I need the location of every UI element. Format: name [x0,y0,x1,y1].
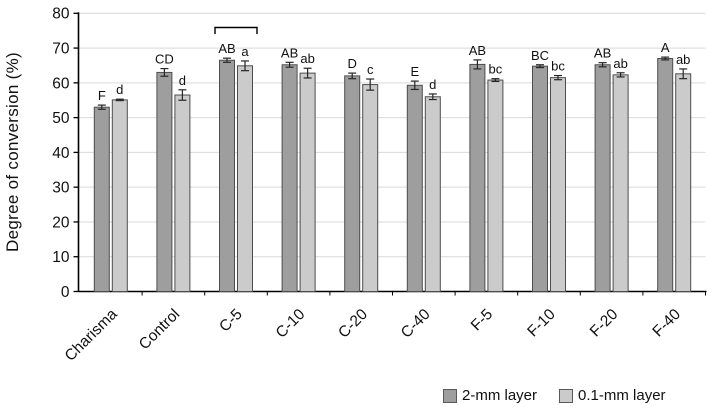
bar-2mm-layer [219,59,235,293]
bar-2mm-layer [281,64,298,292]
legend-label-2mm: 2-mm layer [462,387,538,404]
bar-2mm-layer [532,65,548,292]
y-axis-tick-label: 50 [52,110,70,127]
significance-letter: d [429,77,436,92]
bar-2mm-layer [93,106,110,292]
y-axis-tick-label: 10 [52,249,70,266]
bar-01mm-layer [174,94,191,292]
x-category-label: F-40 [649,306,684,341]
bar-2mm-layer [594,64,611,292]
y-axis-tick-label: 40 [52,145,70,162]
x-category-label: F-10 [524,306,559,341]
significance-letter: AB [594,46,611,61]
significance-letter: ab [676,52,690,67]
significance-letter: ab [300,51,314,66]
significance-letter: bc [551,59,565,74]
bar-2mm-layer [469,63,486,292]
legend-swatch-2mm-icon [443,388,457,403]
bar-01mm-layer [675,73,692,292]
significance-letter: E [410,64,419,79]
significance-letter: BC [531,48,549,63]
x-category-label: F-5 [468,306,496,334]
significance-letter: bc [489,62,503,77]
legend-item-2mm: 2-mm layer [443,387,537,404]
x-category-label: Control [136,306,183,353]
legend-label-01mm: 0.1-mm layer [578,387,666,404]
bar-01mm-layer [612,74,629,293]
bar-01mm-layer [111,99,128,292]
bar-01mm-layer [487,79,504,293]
legend-swatch-01mm-icon [559,388,574,403]
x-category-label: C-5 [216,306,246,336]
chart-legend: 2-mm layer 0.1-mm layer [443,387,666,404]
x-category-label: Charisma [62,306,121,365]
significance-letter: D [348,56,357,71]
bar-01mm-layer [550,77,566,293]
bar-2mm-layer [156,71,173,293]
bar-2mm-layer [344,75,361,292]
significance-letter: d [116,82,123,97]
significance-letter: AB [469,43,486,58]
significance-bracket [214,26,258,34]
x-category-label: C-40 [398,306,434,342]
significance-letter: AB [281,45,298,60]
significance-letter: A [661,40,670,55]
y-axis-tick-label: 30 [52,180,70,197]
y-axis-tick-label: 0 [61,284,70,301]
bar-01mm-layer [299,72,316,292]
bar-01mm-layer [237,65,253,292]
y-axis-tick-label: 60 [52,75,70,92]
x-category-label: F-20 [587,306,622,341]
significance-letter: AB [218,41,235,56]
significance-letter: d [179,73,186,88]
significance-letter: CD [155,52,174,67]
bar-2mm-layer [406,84,423,292]
bar-01mm-layer [362,84,379,293]
significance-letter: c [367,62,374,77]
significance-letter: ab [613,56,627,71]
y-axis-tick-label: 80 [52,6,70,23]
significance-letter: F [98,88,106,103]
y-axis-tick-label: 20 [52,214,70,231]
bar-2mm-layer [657,58,674,292]
legend-item-01mm: 0.1-mm layer [559,387,666,404]
significance-letter: a [241,44,249,59]
bar-01mm-layer [424,96,441,293]
x-category-label: C-10 [273,306,309,342]
x-category-label: C-20 [335,306,371,342]
y-axis-tick-label: 70 [52,41,70,58]
